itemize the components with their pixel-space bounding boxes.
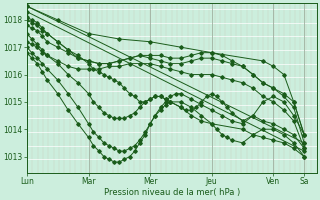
X-axis label: Pression niveau de la mer( hPa ): Pression niveau de la mer( hPa ): [104, 188, 240, 197]
